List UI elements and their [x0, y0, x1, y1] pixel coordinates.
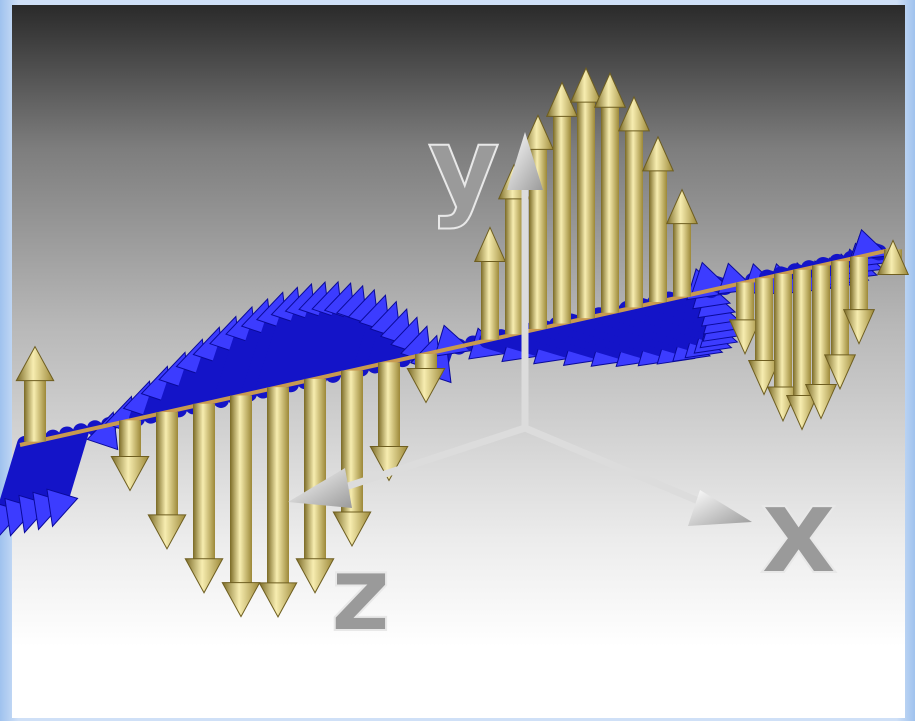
e-field-shaft — [831, 261, 849, 355]
e-field-shaft — [378, 362, 400, 446]
e-field-shaft — [736, 283, 754, 320]
e-field-shaft — [119, 420, 141, 456]
wave-scene: y x z — [0, 0, 915, 721]
e-field-shaft — [673, 224, 691, 297]
e-field-shaft — [24, 381, 46, 442]
e-field-shaft — [625, 131, 643, 307]
e-field-shaft — [755, 278, 773, 360]
e-field-shaft — [601, 107, 619, 312]
e-field-shaft — [156, 412, 178, 515]
e-field-shaft — [505, 199, 523, 334]
e-field-shaft — [230, 395, 252, 582]
e-field-shaft — [193, 404, 215, 559]
e-field-shaft — [481, 261, 499, 339]
e-field-shaft — [415, 354, 437, 368]
e-field-shaft — [774, 274, 792, 387]
x-label: x — [760, 462, 837, 601]
z-label: z — [330, 533, 391, 655]
y-label: y — [428, 103, 500, 231]
e-field-shaft — [793, 270, 811, 396]
e-field-shaft — [304, 379, 326, 559]
e-field-shaft — [267, 387, 289, 583]
e-field-shaft — [553, 116, 571, 323]
page: y x z (() => { const data = JSON.parse(d… — [0, 0, 915, 721]
e-field-shaft — [812, 265, 830, 384]
e-field-shaft — [850, 257, 868, 310]
e-field-shaft — [577, 102, 595, 318]
e-field-shaft — [649, 171, 667, 302]
